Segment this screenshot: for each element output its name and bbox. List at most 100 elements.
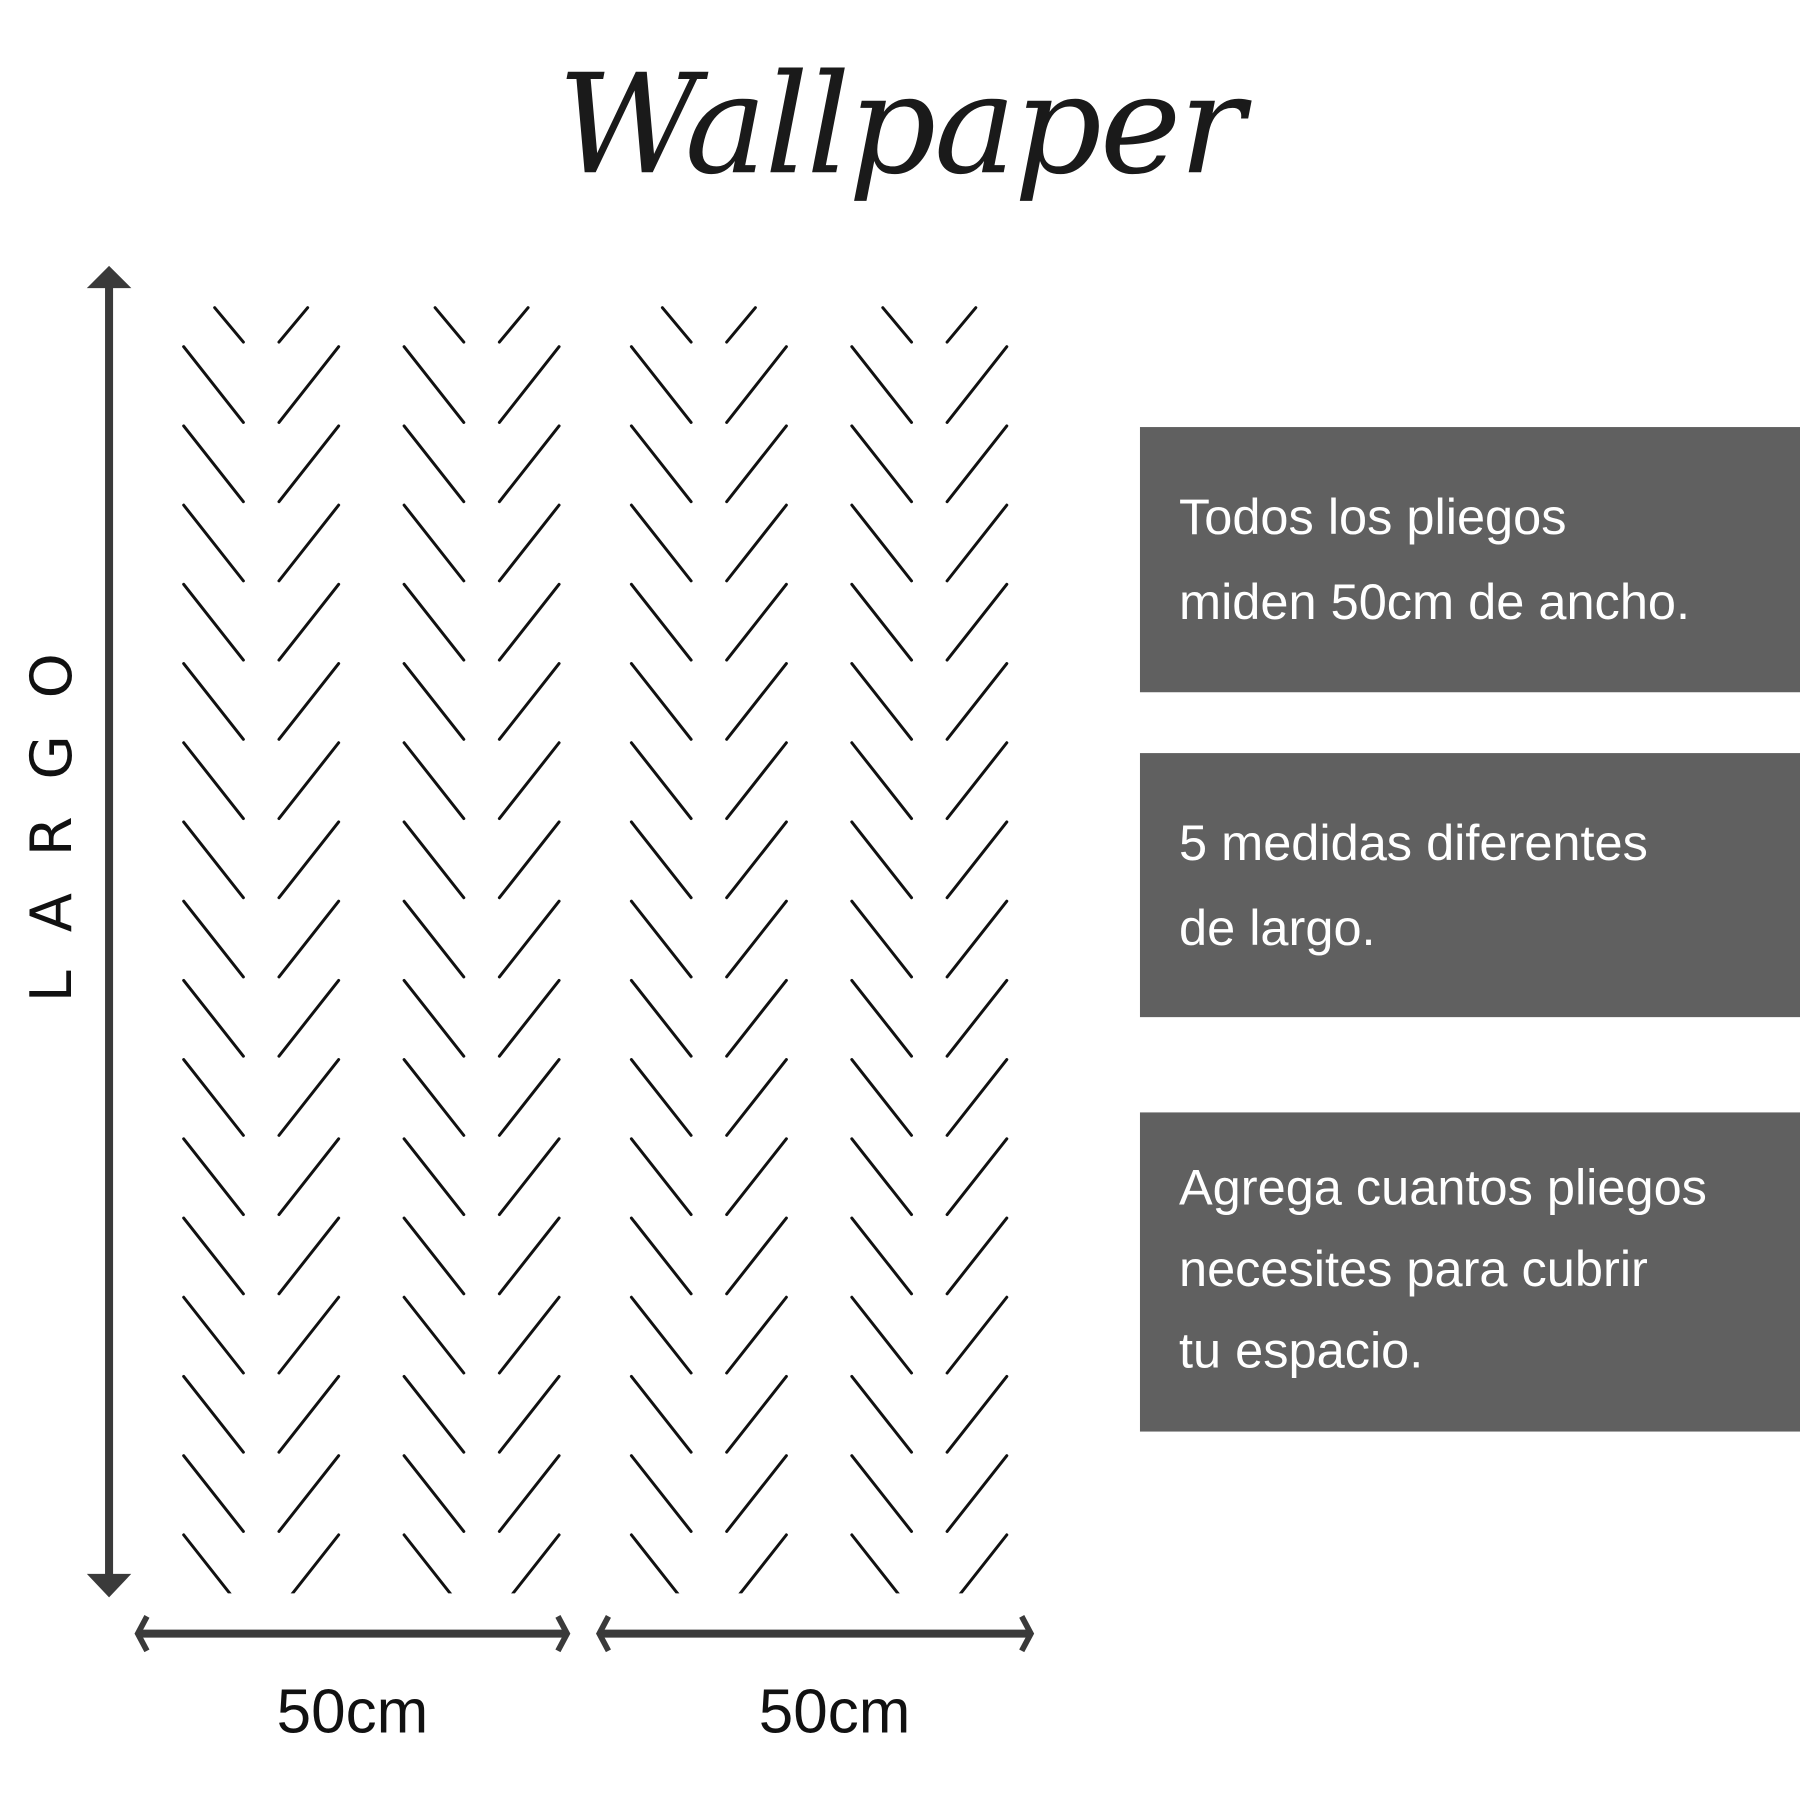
chevron-stroke-left bbox=[629, 582, 693, 662]
chevron-stroke-right bbox=[277, 741, 341, 821]
chevron-stroke-right bbox=[945, 1454, 1009, 1533]
chevron-stroke-right bbox=[277, 424, 341, 504]
chevron-stroke-right bbox=[725, 1454, 788, 1533]
chevron-stroke-left bbox=[850, 345, 914, 424]
chevron-stroke-left bbox=[850, 1374, 914, 1454]
chevron-stroke-left bbox=[182, 424, 245, 504]
chevron-stroke-left bbox=[402, 662, 466, 741]
chevron-stroke-right bbox=[945, 306, 978, 344]
width-arrow-2-right-head bbox=[1019, 1615, 1035, 1653]
chevron-stroke-left bbox=[629, 1216, 693, 1296]
chevron-stroke-left bbox=[850, 1454, 914, 1533]
chevron-stroke-right bbox=[738, 1533, 788, 1594]
chevron-stroke-left bbox=[182, 820, 245, 900]
chevron-stroke-left bbox=[182, 345, 245, 424]
chevron-stroke-right bbox=[277, 1058, 341, 1137]
info-box-lengths: 5 medidas diferentes de largo. bbox=[1139, 753, 1800, 1018]
chevron-stroke-right bbox=[945, 820, 1009, 900]
height-label: LARGO bbox=[18, 616, 85, 1003]
chevron-stroke-right bbox=[497, 306, 530, 344]
chevron-pattern bbox=[182, 306, 1009, 1690]
chevron-stroke-left bbox=[850, 741, 914, 821]
chevron-stroke-right bbox=[945, 503, 1009, 583]
chevron-stroke-right bbox=[497, 1137, 561, 1217]
chevron-stroke-left bbox=[850, 582, 914, 662]
chevron-stroke-left bbox=[850, 899, 914, 979]
width-arrow-1-left-head bbox=[134, 1615, 150, 1653]
chevron-stroke-left bbox=[402, 1295, 466, 1375]
chevron-stroke-right bbox=[277, 345, 341, 424]
width-label-2: 50cm bbox=[758, 1677, 911, 1747]
chevron-stroke-left bbox=[182, 1533, 232, 1594]
chevron-stroke-right bbox=[725, 424, 788, 504]
chevron-stroke-left bbox=[629, 1454, 693, 1533]
chevron-stroke-right bbox=[497, 820, 561, 900]
chevron-stroke-left bbox=[629, 1295, 693, 1375]
chevron-stroke-left bbox=[629, 899, 693, 979]
chevron-stroke-right bbox=[725, 345, 788, 424]
chevron-stroke-left bbox=[629, 424, 693, 504]
chevron-stroke-left bbox=[182, 1454, 245, 1533]
info-line: necesites para cubrir bbox=[1178, 1240, 1648, 1298]
chevron-stroke-left bbox=[629, 662, 693, 741]
chevron-stroke-right bbox=[277, 1137, 341, 1217]
chevron-stroke-right bbox=[725, 978, 788, 1058]
chevron-stroke-left bbox=[629, 978, 693, 1058]
chevron-stroke-left bbox=[629, 503, 693, 583]
chevron-stroke-left bbox=[182, 582, 245, 662]
chevron-stroke-right bbox=[725, 1137, 788, 1217]
chevron-stroke-left bbox=[631, 1614, 691, 1690]
chevron-stroke-left bbox=[629, 741, 693, 821]
chevron-stroke-right bbox=[277, 820, 341, 900]
chevron-stroke-left bbox=[850, 820, 914, 900]
chevron-stroke-right bbox=[499, 1614, 559, 1690]
chevron-stroke-right bbox=[725, 503, 788, 583]
chevron-stroke-right bbox=[945, 424, 1009, 504]
chevron-stroke-left bbox=[629, 820, 693, 900]
chevron-stroke-left bbox=[184, 1614, 244, 1690]
chevron-stroke-left bbox=[629, 1533, 680, 1594]
chevron-stroke-right bbox=[277, 1216, 341, 1296]
chevron-stroke-left bbox=[629, 1137, 693, 1217]
chevron-stroke-right bbox=[725, 1295, 788, 1375]
chevron-stroke-left bbox=[850, 1295, 914, 1375]
chevron-stroke-left bbox=[850, 662, 914, 741]
chevron-stroke-left bbox=[850, 1137, 914, 1217]
width-label-1: 50cm bbox=[276, 1677, 429, 1747]
chevron-stroke-left bbox=[402, 1058, 466, 1137]
chevron-stroke-right bbox=[497, 741, 561, 821]
chevron-stroke-right bbox=[277, 306, 310, 344]
chevron-stroke-right bbox=[725, 306, 757, 344]
chevron-stroke-left bbox=[850, 1533, 900, 1594]
chevron-stroke-right bbox=[947, 1614, 1007, 1690]
chevron-stroke-right bbox=[497, 1374, 561, 1454]
chevron-stroke-right bbox=[945, 978, 1009, 1058]
chevron-stroke-right bbox=[497, 424, 561, 504]
chevron-stroke-right bbox=[725, 1374, 788, 1454]
chevron-stroke-left bbox=[850, 1216, 914, 1296]
chevron-stroke-left bbox=[182, 503, 245, 583]
chevron-stroke-left bbox=[182, 978, 245, 1058]
chevron-stroke-right bbox=[497, 1058, 561, 1137]
chevron-stroke-right bbox=[945, 1058, 1009, 1137]
chevron-stroke-right bbox=[945, 1137, 1009, 1217]
chevron-stroke-right bbox=[497, 978, 561, 1058]
info-line: miden 50cm de ancho. bbox=[1178, 574, 1691, 631]
chevron-stroke-right bbox=[511, 1533, 561, 1594]
chevron-stroke-left bbox=[629, 1374, 693, 1454]
info-line: 5 medidas diferentes bbox=[1178, 815, 1648, 872]
chevron-stroke-right bbox=[725, 741, 788, 821]
chevron-stroke-right bbox=[277, 582, 341, 662]
chevron-stroke-left bbox=[629, 345, 693, 424]
chevron-stroke-left bbox=[402, 424, 466, 504]
chevron-stroke-left bbox=[660, 306, 693, 344]
chevron-stroke-right bbox=[725, 820, 788, 900]
chevron-stroke-left bbox=[213, 306, 245, 344]
chevron-stroke-right bbox=[497, 582, 561, 662]
chevron-stroke-left bbox=[402, 1454, 466, 1533]
chevron-stroke-left bbox=[182, 741, 245, 821]
chevron-stroke-right bbox=[277, 1295, 341, 1375]
chevron-stroke-right bbox=[277, 978, 341, 1058]
width-arrow-1-right-head bbox=[555, 1615, 571, 1653]
chevron-stroke-right bbox=[945, 1216, 1009, 1296]
